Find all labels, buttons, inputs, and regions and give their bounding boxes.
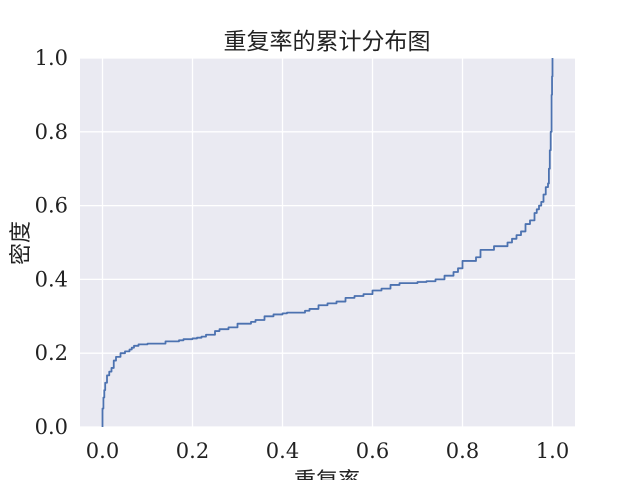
series-layer [101,58,554,427]
y-tick-label: 0.4 [35,267,68,291]
y-tick-labels: 0.0 0.2 0.4 0.6 0.8 1.0 [35,46,68,439]
y-tick-label: 0.2 [35,341,68,365]
x-tick-label: 0.4 [266,439,299,463]
x-tick-label: 0.0 [86,439,119,463]
y-tick-label: 0.8 [35,120,68,144]
x-tick-labels: 0.0 0.2 0.4 0.6 0.8 1.0 [86,439,569,463]
x-axis-title: 重复率 [294,469,360,480]
x-tick-label: 0.6 [356,439,389,463]
x-tick-label: 0.2 [176,439,209,463]
plot-background [80,58,575,427]
y-tick-label: 0.6 [35,194,68,218]
x-tick-label: 0.8 [446,439,479,463]
chart-title: 重复率的累计分布图 [224,29,431,55]
x-tick-label: 1.0 [536,439,569,463]
y-tick-label: 1.0 [35,46,68,70]
y-tick-label: 0.0 [35,415,68,439]
y-axis-title: 密度 [9,221,34,265]
cdf-line [101,58,554,427]
